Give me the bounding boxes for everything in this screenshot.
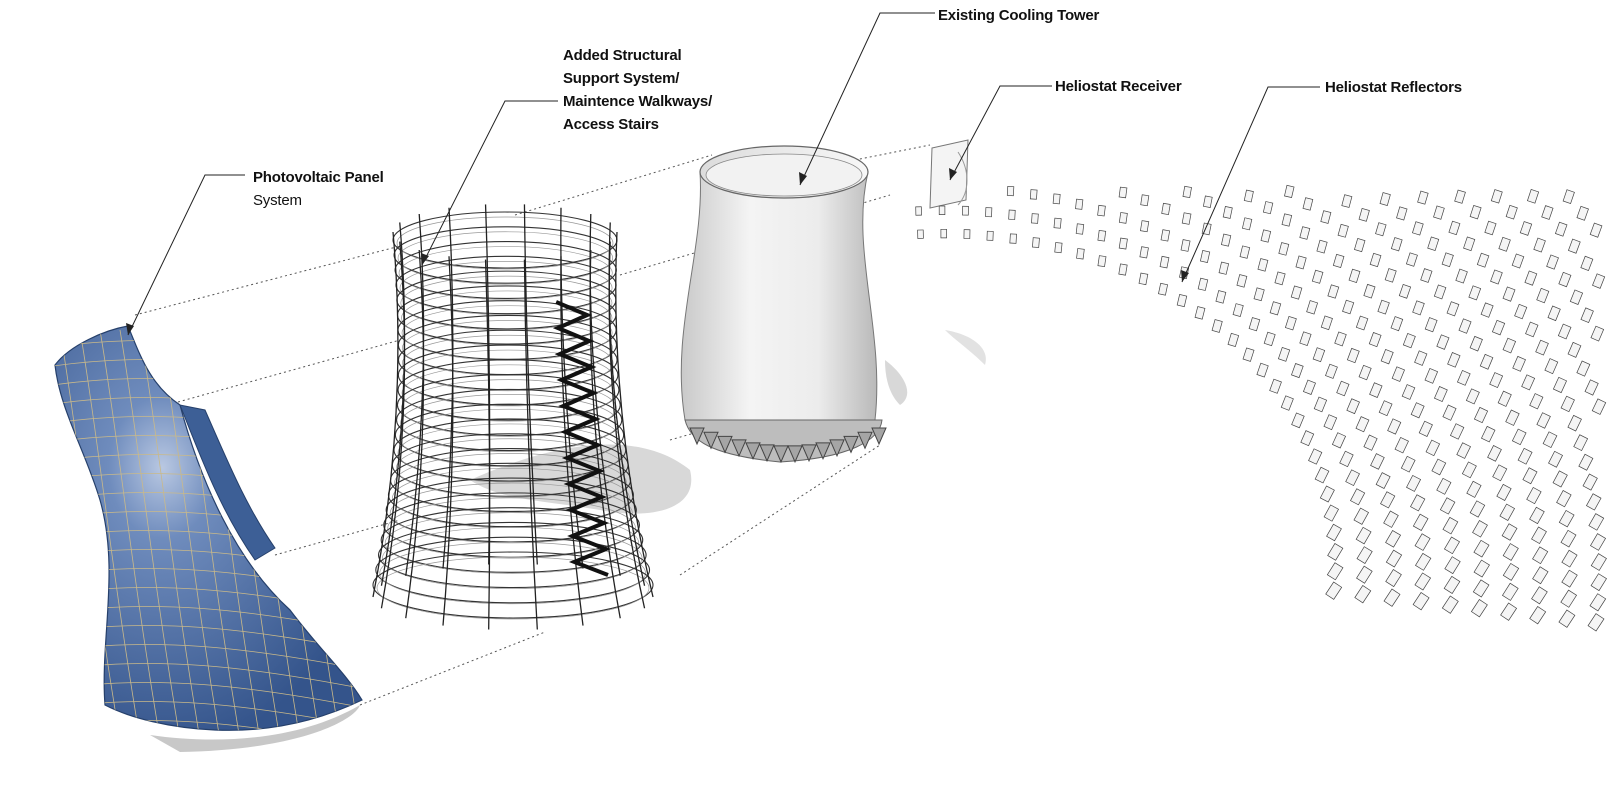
heliostat-receiver: [929, 139, 969, 209]
label-heliostat-receiver: Heliostat Receiver: [1055, 78, 1182, 95]
label-structural-support: Added Structural Support System/ Mainten…: [563, 44, 712, 136]
pv-label-line2: System: [253, 192, 302, 209]
pv-shadow: [150, 705, 360, 752]
tower-base-legs: [689, 427, 887, 464]
heliostat-reflector-field: [915, 184, 1607, 632]
pv-label-line1: Photovoltaic Panel: [253, 169, 384, 186]
tower-body: [680, 171, 878, 421]
existing-cooling-tower: [680, 145, 887, 464]
struct-label-line4: Access Stairs: [563, 116, 659, 133]
photovoltaic-panel-system: [54, 325, 363, 731]
label-photovoltaic-panel-system: Photovoltaic Panel System: [253, 166, 384, 212]
leader-arrowheads: [126, 168, 1189, 335]
pv-panel-flap: [179, 404, 276, 561]
struct-label-line1: Added Structural: [563, 47, 682, 64]
label-existing-cooling-tower: Existing Cooling Tower: [938, 7, 1100, 24]
tower-shadow: [885, 360, 908, 405]
struct-label-line3-bold: Maintence: [563, 93, 635, 110]
receiver-shadow: [945, 330, 986, 365]
tower-opening: [705, 153, 863, 197]
label-heliostat-reflectors: Heliostat Reflectors: [1325, 79, 1462, 96]
structural-support-frame: [372, 204, 654, 630]
leader-lines: [127, 12, 1320, 336]
struct-label-line2: Support System/: [563, 70, 680, 87]
struct-label-line3: Maintence Walkways/: [563, 90, 712, 113]
struct-label-line3-rest: Walkways/: [634, 93, 713, 110]
